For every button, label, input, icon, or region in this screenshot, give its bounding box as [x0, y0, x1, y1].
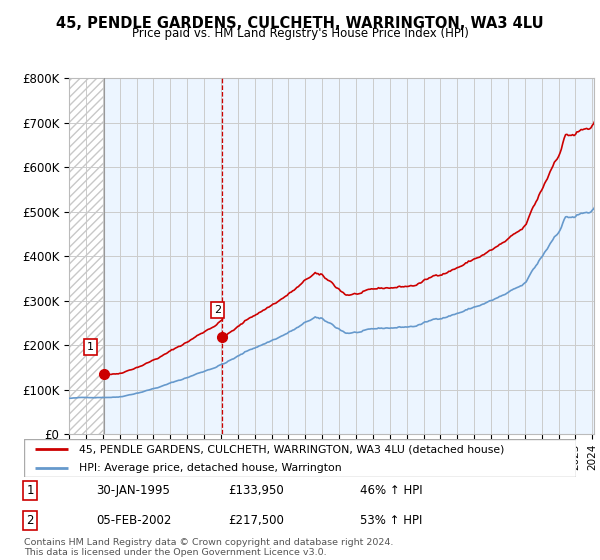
Text: 2: 2 [214, 305, 221, 315]
Text: 45, PENDLE GARDENS, CULCHETH, WARRINGTON, WA3 4LU: 45, PENDLE GARDENS, CULCHETH, WARRINGTON… [56, 16, 544, 31]
Text: 45, PENDLE GARDENS, CULCHETH, WARRINGTON, WA3 4LU (detached house): 45, PENDLE GARDENS, CULCHETH, WARRINGTON… [79, 444, 505, 454]
Text: £217,500: £217,500 [228, 514, 284, 527]
Text: HPI: Average price, detached house, Warrington: HPI: Average price, detached house, Warr… [79, 463, 342, 473]
Text: Price paid vs. HM Land Registry's House Price Index (HPI): Price paid vs. HM Land Registry's House … [131, 27, 469, 40]
Text: 1: 1 [26, 484, 34, 497]
Text: 1: 1 [87, 342, 94, 352]
Text: 05-FEB-2002: 05-FEB-2002 [96, 514, 172, 527]
Text: 46% ↑ HPI: 46% ↑ HPI [360, 484, 422, 497]
Text: Contains HM Land Registry data © Crown copyright and database right 2024.
This d: Contains HM Land Registry data © Crown c… [24, 538, 394, 557]
Text: 30-JAN-1995: 30-JAN-1995 [96, 484, 170, 497]
Text: £133,950: £133,950 [228, 484, 284, 497]
Text: 53% ↑ HPI: 53% ↑ HPI [360, 514, 422, 527]
Text: 2: 2 [26, 514, 34, 527]
